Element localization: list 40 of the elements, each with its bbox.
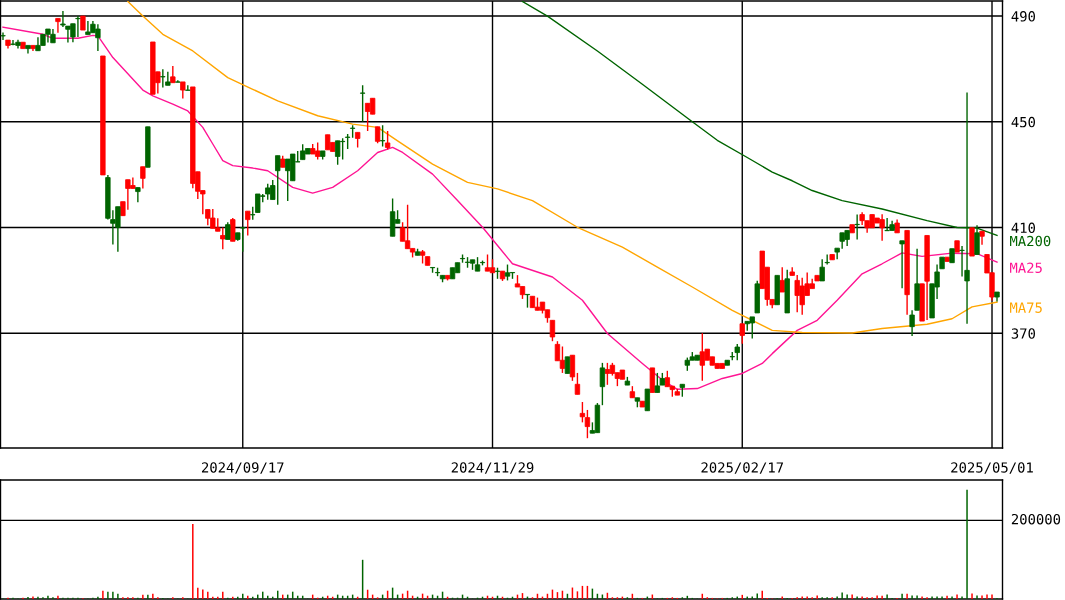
x-tick-label: 2024/11/29 — [451, 462, 534, 474]
candlestick — [559, 345, 566, 374]
candlestick — [140, 166, 146, 190]
candlestick — [579, 401, 586, 424]
candlestick — [359, 84, 366, 123]
candlestick — [55, 17, 61, 34]
candlestick — [584, 409, 591, 439]
candlestick — [384, 130, 391, 151]
x-tick-label: 2025/02/17 — [701, 462, 784, 474]
candlestick — [25, 44, 31, 55]
candlestick — [549, 319, 556, 342]
candlestick — [654, 372, 661, 394]
candlestick — [599, 362, 606, 406]
candlestick — [60, 10, 66, 28]
candlestick — [135, 186, 141, 203]
candlestick — [569, 354, 576, 382]
y-tick-label: 410 — [1011, 222, 1036, 234]
candlestick — [379, 124, 386, 148]
y-tick-label: 370 — [1011, 328, 1036, 339]
candlestick — [824, 253, 830, 266]
x-tick-label: 2024/09/17 — [201, 462, 284, 474]
series-label: MA75 — [1010, 302, 1042, 313]
candlestick — [230, 217, 236, 242]
candlestick — [644, 388, 651, 412]
candlestick — [0, 31, 6, 41]
series-label: MA200 — [1010, 235, 1051, 247]
candlestick — [339, 137, 346, 161]
candlestick — [404, 204, 411, 250]
x-tick-label: 2025/05/01 — [951, 462, 1033, 474]
candlestick — [185, 84, 191, 92]
candlestick — [245, 210, 251, 237]
series-label: MA25 — [1010, 262, 1042, 273]
text: 200000 — [1011, 513, 1061, 525]
candlestick — [574, 372, 581, 396]
y-tick-label: 450 — [1011, 116, 1036, 128]
line-series — [127, 1, 998, 334]
y-tick-label: 490 — [1011, 11, 1036, 22]
candlestick — [739, 323, 745, 345]
candlestick — [899, 240, 905, 290]
candlestick — [854, 213, 860, 241]
